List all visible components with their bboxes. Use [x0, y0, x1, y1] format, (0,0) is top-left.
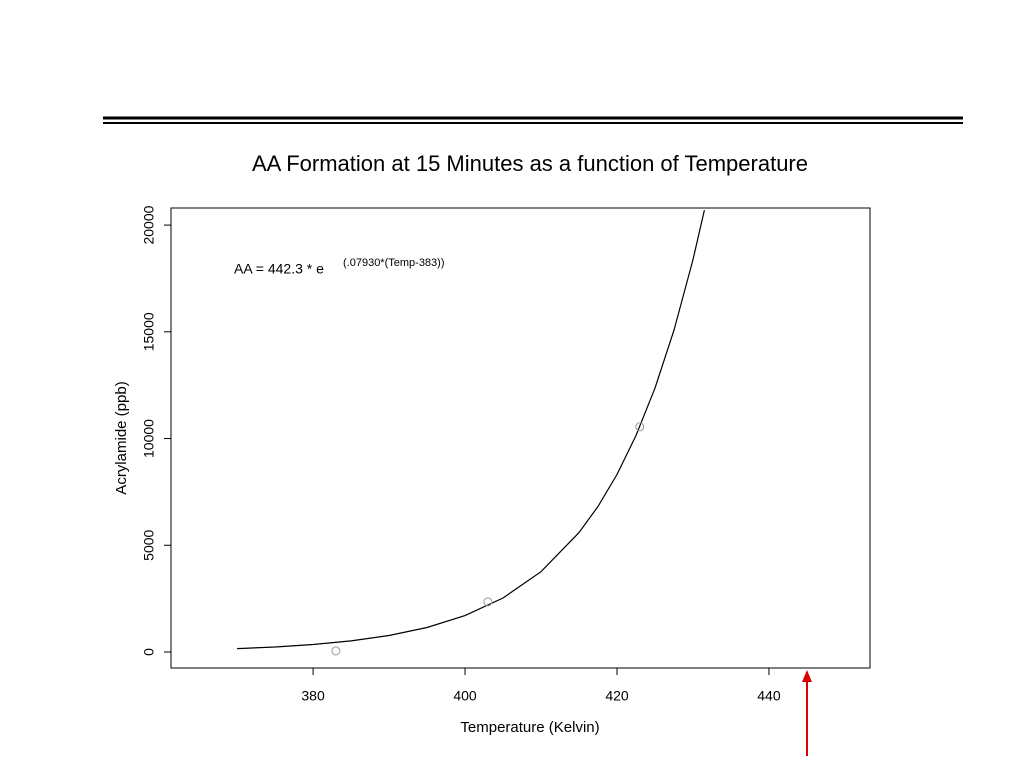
- y-axis-label: Acrylamide (ppb): [113, 381, 130, 494]
- y-tick-label: 20000: [141, 205, 157, 244]
- y-tick-label: 0: [141, 648, 157, 656]
- plot-frame: [170, 207, 871, 669]
- data-point: [483, 597, 493, 607]
- x-axis-label: Temperature (Kelvin): [460, 719, 599, 736]
- chart-title: AA Formation at 15 Minutes as a function…: [252, 151, 808, 176]
- x-tick-label: 420: [605, 688, 629, 704]
- x-tick-label: 440: [757, 688, 781, 704]
- y-tick-label: 15000: [141, 312, 157, 351]
- x-tick-label: 400: [453, 688, 477, 704]
- y-tick-label: 5000: [141, 529, 157, 560]
- annotation-superscript: (.07930*(Temp-383)): [343, 257, 445, 269]
- data-point: [331, 646, 341, 656]
- annotation: AA = 442.3 * e: [234, 261, 324, 277]
- x-tick-label: 380: [301, 688, 325, 704]
- arrow-head: [802, 670, 812, 682]
- data-point: [635, 422, 645, 432]
- y-tick-label: 10000: [141, 419, 157, 458]
- fit-curve: [237, 209, 705, 650]
